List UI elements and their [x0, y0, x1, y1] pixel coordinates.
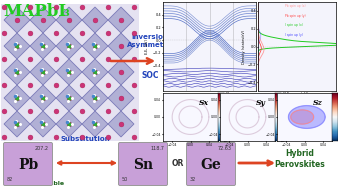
Polygon shape: [4, 111, 30, 137]
Polygon shape: [82, 111, 108, 137]
Text: 82: 82: [7, 177, 13, 182]
FancyArrowPatch shape: [111, 58, 152, 64]
Polygon shape: [108, 85, 134, 111]
Text: Pb spin up (x): Pb spin up (x): [285, 4, 306, 8]
Polygon shape: [288, 106, 325, 128]
Polygon shape: [56, 85, 82, 111]
Text: Sy: Sy: [256, 99, 266, 107]
Polygon shape: [82, 33, 108, 59]
Polygon shape: [4, 7, 30, 33]
Polygon shape: [4, 33, 30, 59]
Polygon shape: [30, 59, 56, 85]
Polygon shape: [82, 59, 108, 85]
Text: Toxic + Unstable: Toxic + Unstable: [6, 181, 64, 186]
Text: Pb spin up (y): Pb spin up (y): [285, 14, 306, 18]
FancyBboxPatch shape: [119, 143, 168, 185]
Polygon shape: [30, 33, 56, 59]
Text: I spin up (y): I spin up (y): [285, 33, 303, 37]
Text: Hybrid
Perovskites: Hybrid Perovskites: [274, 149, 325, 169]
Y-axis label: Density (states/eV): Density (states/eV): [242, 29, 246, 64]
Polygon shape: [30, 85, 56, 111]
Text: Pb: Pb: [18, 158, 38, 172]
Text: 72.63: 72.63: [218, 146, 232, 151]
Polygon shape: [82, 7, 108, 33]
Polygon shape: [56, 33, 82, 59]
Text: OR: OR: [172, 159, 184, 167]
Polygon shape: [108, 33, 134, 59]
Polygon shape: [30, 7, 56, 33]
Polygon shape: [30, 111, 56, 137]
Text: Sz: Sz: [313, 99, 323, 107]
Text: SOC: SOC: [141, 70, 159, 80]
Polygon shape: [291, 110, 314, 124]
Polygon shape: [56, 111, 82, 137]
Text: 207.2: 207.2: [35, 146, 49, 151]
Text: Inversion
Asymmetry: Inversion Asymmetry: [127, 34, 173, 48]
Y-axis label: E-E$_F$ (eV): E-E$_F$ (eV): [143, 38, 151, 55]
Polygon shape: [4, 85, 30, 111]
Text: Sn: Sn: [133, 158, 153, 172]
Polygon shape: [108, 59, 134, 85]
Polygon shape: [82, 85, 108, 111]
Polygon shape: [108, 7, 134, 33]
X-axis label: Energy (eV): Energy (eV): [287, 92, 308, 96]
FancyArrowPatch shape: [58, 161, 115, 165]
Polygon shape: [56, 59, 82, 85]
Text: 118.7: 118.7: [150, 146, 164, 151]
FancyArrowPatch shape: [239, 161, 272, 165]
Text: MAPbI: MAPbI: [3, 3, 66, 20]
Text: 3: 3: [62, 9, 69, 18]
Text: Substitution: Substitution: [60, 136, 110, 142]
Text: Ge: Ge: [201, 158, 221, 172]
Text: Sx: Sx: [199, 99, 209, 107]
FancyBboxPatch shape: [1, 4, 139, 141]
Text: 32: 32: [190, 177, 196, 182]
Polygon shape: [108, 111, 134, 137]
Polygon shape: [4, 59, 30, 85]
Text: I spin up (x): I spin up (x): [285, 23, 303, 27]
Polygon shape: [56, 7, 82, 33]
FancyBboxPatch shape: [187, 143, 236, 185]
Text: 50: 50: [122, 177, 128, 182]
FancyBboxPatch shape: [3, 143, 52, 185]
